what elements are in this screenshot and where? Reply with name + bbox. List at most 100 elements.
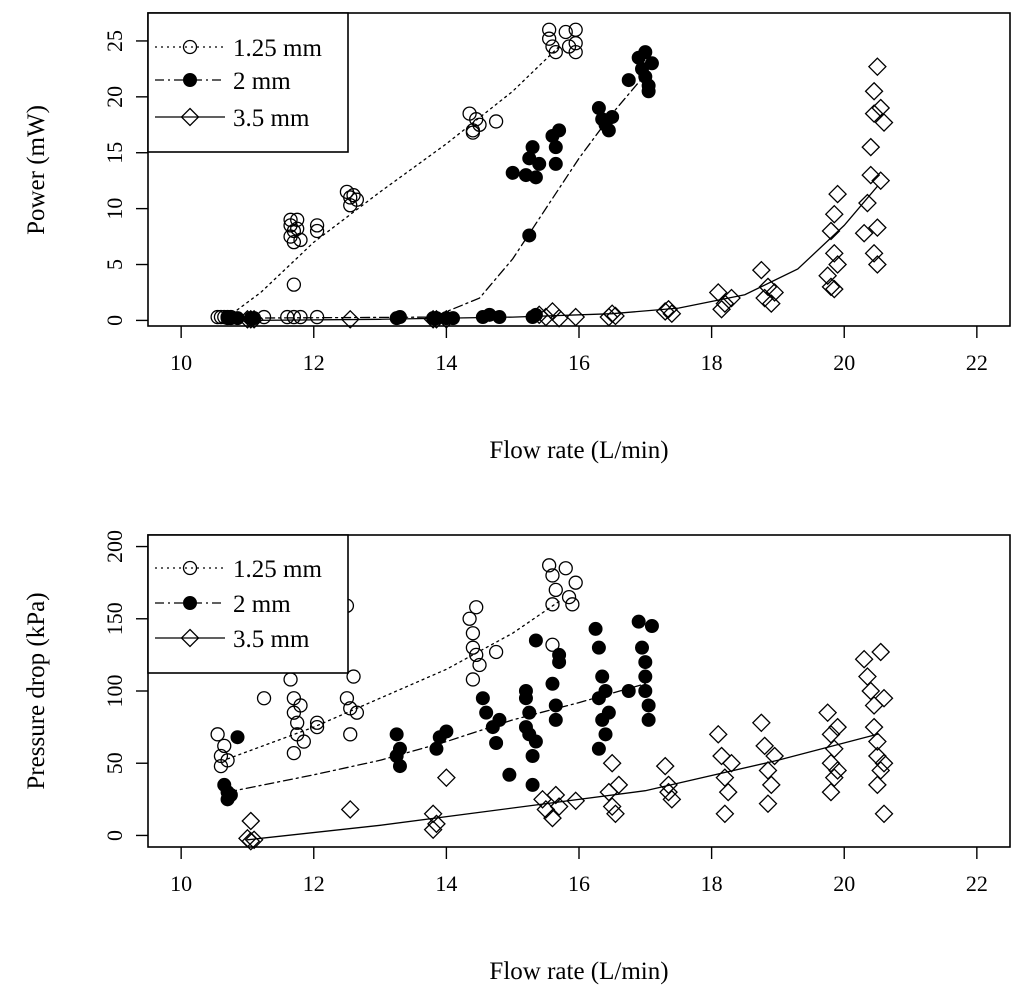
pressure-point-s3-15 <box>566 791 586 811</box>
power-x-tick-label-20: 20 <box>833 350 855 375</box>
pressure-point-s1-26 <box>469 647 484 663</box>
power-point-s1-26 <box>349 192 365 207</box>
power-chart-legend: 1.25 mm 2 mm 3.5 mm <box>147 12 349 153</box>
pressure-point-s2-41 <box>598 727 613 742</box>
power-point-s2-14 <box>492 310 507 325</box>
power-point-s3-42 <box>867 57 887 77</box>
power-point-s1-15 <box>286 277 302 292</box>
power-point-s1-25 <box>346 188 361 203</box>
power-point-s3-9 <box>536 307 556 327</box>
pressure-point-s2-25 <box>528 633 543 648</box>
pressure-point-s3-17 <box>602 797 622 816</box>
pressure-point-s3-44 <box>828 761 848 780</box>
pressure-point-s2-6 <box>389 727 404 742</box>
power-point-s1-40 <box>568 36 583 51</box>
pressure-point-s2-31 <box>548 712 563 727</box>
power-point-s3-21 <box>715 294 735 314</box>
pressure-point-s2-33 <box>588 621 603 636</box>
power-point-s3-11 <box>549 308 569 328</box>
power-point-s1-34 <box>542 31 557 46</box>
power-point-s2-20 <box>525 140 540 155</box>
pressure-point-s3-31 <box>751 713 771 733</box>
power-x-tick-label-16: 16 <box>568 350 590 375</box>
power-point-s3-4 <box>340 309 360 329</box>
pressure-point-s3-24 <box>659 782 678 802</box>
power-legend-marker-3 <box>180 107 200 127</box>
power-point-s2-17 <box>505 165 520 180</box>
pressure-point-s1-5 <box>220 753 235 768</box>
power-fit-line-1 <box>226 45 560 318</box>
power-point-s1-21 <box>309 309 325 325</box>
pressure-y-tick-label-50: 50 <box>102 752 127 774</box>
power-chart-y-axis: 0 5 10 15 20 25 <box>102 30 148 326</box>
pressure-point-s1-16 <box>309 715 325 730</box>
power-point-s1-23 <box>343 190 358 205</box>
power-point-s1-19 <box>309 223 325 239</box>
power-point-s3-5 <box>423 309 443 329</box>
pressure-point-s2-18 <box>502 767 517 782</box>
pressure-point-s3-9 <box>436 768 456 788</box>
pressure-point-s2-50 <box>638 669 653 684</box>
power-point-s2-39 <box>641 84 656 99</box>
pressure-point-s3-12 <box>543 808 562 828</box>
power-point-s3-48 <box>867 218 887 238</box>
pressure-point-s3-55 <box>874 804 894 824</box>
power-point-s1-41 <box>568 44 583 60</box>
power-point-s1-12 <box>290 212 305 227</box>
power-point-s1-36 <box>548 44 563 60</box>
pressure-point-s2-14 <box>479 705 494 720</box>
pressure-x-tick-label-10: 10 <box>170 871 192 896</box>
pressure-point-s3-18 <box>606 804 625 824</box>
pressure-y-tick-label-200: 200 <box>102 530 127 563</box>
pressure-point-s3-53 <box>867 775 887 795</box>
power-point-s2-32 <box>605 109 620 124</box>
pressure-chart-xlabel: Flow rate (L/min) <box>489 958 668 985</box>
power-chart-points <box>210 22 894 329</box>
power-legend-label-3: 3.5 mm <box>233 105 310 132</box>
power-point-s3-30 <box>824 243 844 263</box>
pressure-chart-y-axis: 0 50 100 150 200 <box>102 530 148 841</box>
power-point-s1-11 <box>286 235 302 250</box>
pressure-chart-ylabel: Pressure drop (kPa) <box>23 592 50 789</box>
power-point-s3-1 <box>238 309 257 329</box>
pressure-point-s2-39 <box>598 684 613 698</box>
pressure-point-s3-6 <box>423 804 443 824</box>
power-point-s2-26 <box>552 123 567 138</box>
power-point-s1-17 <box>286 309 302 325</box>
pressure-point-s2-32 <box>552 647 567 662</box>
pressure-point-s3-43 <box>828 717 848 737</box>
power-point-s3-32 <box>824 204 844 224</box>
pressure-legend-label-2: 2 mm <box>233 591 291 618</box>
pressure-point-s2-38 <box>591 741 606 756</box>
pressure-point-s2-17 <box>492 712 507 727</box>
pressure-point-s2-5 <box>230 730 245 745</box>
pressure-point-s2-13 <box>475 691 490 706</box>
pressure-point-s3-8 <box>423 820 443 840</box>
power-point-s1-13 <box>290 221 305 236</box>
pressure-point-s2-45 <box>638 655 653 670</box>
pressure-point-s1-12 <box>293 698 308 713</box>
pressure-point-s3-30 <box>722 753 741 773</box>
power-point-s2-31 <box>601 123 616 138</box>
pressure-point-s2-48 <box>641 712 656 727</box>
pressure-point-s3-29 <box>715 804 735 824</box>
pressure-point-s1-37 <box>568 575 583 590</box>
pressure-point-s2-29 <box>548 698 563 713</box>
pressure-point-s3-4 <box>244 830 264 850</box>
power-point-s3-41 <box>864 81 884 101</box>
power-chart-xlabel: Flow rate (L/min) <box>489 437 668 464</box>
power-point-s3-2 <box>241 309 261 329</box>
pressure-point-s2-46 <box>638 684 653 698</box>
pressure-point-s3-36 <box>765 746 785 766</box>
power-point-s1-33 <box>542 22 557 37</box>
power-point-s3-47 <box>871 171 891 191</box>
power-point-s1-32 <box>488 114 504 129</box>
pressure-point-s3-26 <box>712 746 731 766</box>
pressure-point-s3-3 <box>241 811 261 831</box>
power-x-tick-label-18: 18 <box>701 350 723 375</box>
pressure-point-s1-13 <box>296 734 311 749</box>
pressure-point-s3-21 <box>655 756 675 776</box>
pressure-point-s2-47 <box>641 698 656 713</box>
power-point-s2-36 <box>638 45 653 60</box>
